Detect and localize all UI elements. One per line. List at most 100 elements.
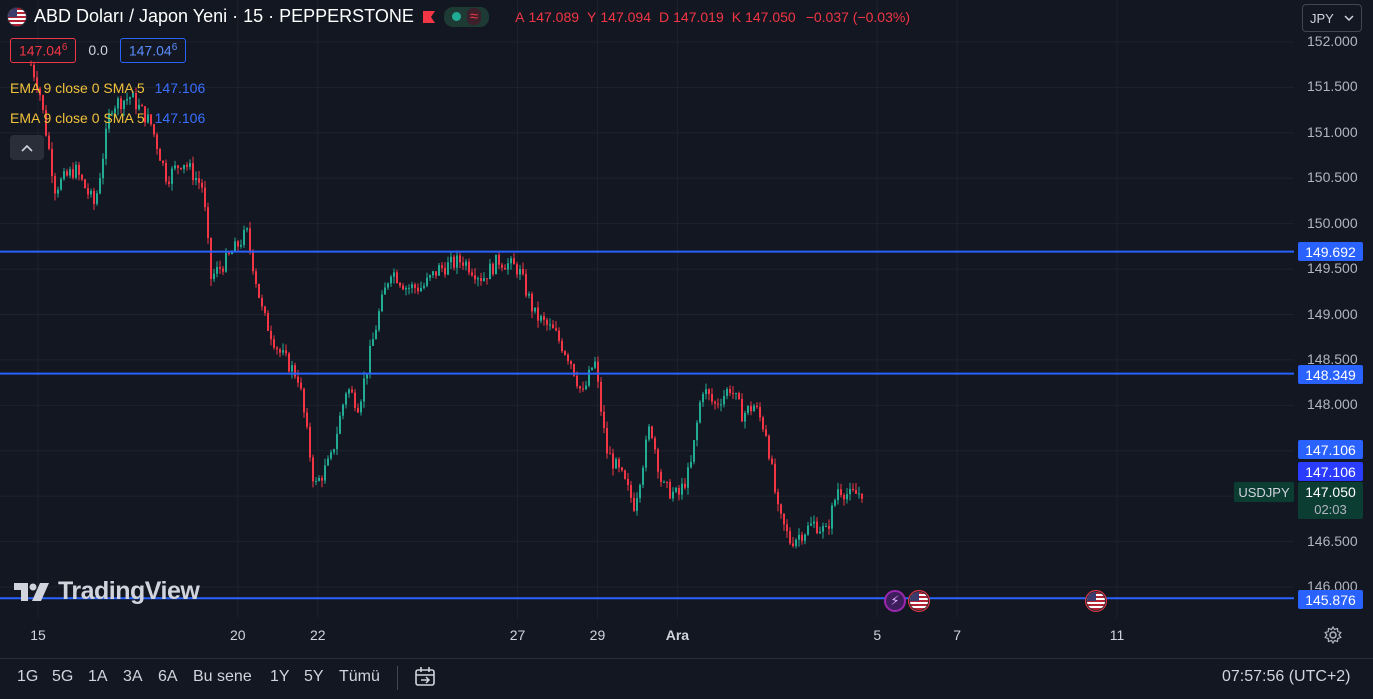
ema-price-tag: 147.106 [1298,440,1363,459]
candle-body [654,438,657,450]
wave-icon: ≈ [466,8,482,25]
candle-body [189,163,192,167]
candle-body [159,148,162,161]
us-flag-event-icon[interactable] [908,590,930,612]
candle-body [774,463,777,493]
candle-body [321,478,324,481]
collapse-legend-button[interactable] [10,135,44,160]
tradingview-logo[interactable]: TradingView [14,577,200,606]
indicator-legend-1[interactable]: EMA 9 close 0 SMA 5 147.106 [10,80,205,96]
range-button[interactable]: 6A [158,668,178,685]
candle-body [219,267,222,269]
sell-button[interactable]: 147.046 [10,38,77,63]
close-label: K [731,8,742,25]
calendar-range-icon[interactable] [412,664,438,690]
candle-body [162,160,165,164]
candle-body [507,263,510,270]
candle-body [543,316,546,320]
candle-body [99,178,102,194]
lightning-event-icon[interactable]: ⚡ [884,590,906,612]
toolbar-divider [397,666,398,690]
candle-body [828,526,831,529]
candle-body [468,261,471,273]
candle-body [522,268,525,275]
price-tick-label: 150.000 [1307,214,1358,231]
candle-body [135,92,138,110]
candle-body [270,330,273,340]
range-button[interactable]: 3A [123,668,143,685]
time-tick-label: 15 [30,627,46,643]
candle-body [705,389,708,394]
candle-body [258,283,261,298]
range-button[interactable]: 1A [88,668,108,685]
candle-body [501,264,504,268]
candle-body [546,319,549,325]
candle-body [513,258,516,265]
candle-body [198,178,201,183]
candle-body [393,272,396,277]
candle-body [279,349,282,353]
candle-body [168,181,171,184]
candle-body [438,265,441,276]
close-value: 147.050 [745,8,796,25]
range-button[interactable]: 1G [17,668,39,685]
candle-body [495,254,498,275]
range-button[interactable]: 5G [52,668,74,685]
candle-body [126,98,129,101]
horizontal-lines-group[interactable] [0,250,1294,600]
low-label: D [659,8,670,25]
candle-body [693,440,696,462]
hline-price-tag[interactable]: 149.692 [1298,242,1363,261]
market-status-pill[interactable]: ≈ [443,6,490,27]
candle-body [447,262,450,275]
candle-body [678,487,681,495]
candle-body [645,439,648,468]
range-button[interactable]: Bu sene [193,668,252,685]
candle-body [423,285,426,288]
hline-price-tag[interactable]: 148.349 [1298,365,1363,384]
candle-body [756,405,759,408]
candle-body [396,272,399,283]
candle-body [315,480,318,482]
us-flag-event-icon[interactable] [1085,590,1107,612]
candle-body [570,361,573,365]
clock[interactable]: 07:57:56 (UTC+2) [1222,668,1351,685]
candle-body [285,350,288,354]
candle-body [138,104,141,110]
range-button[interactable]: 5Y [304,668,324,685]
hline-price-tag[interactable]: 145.876 [1298,590,1363,609]
candle-body [96,193,99,204]
candle-body [324,465,327,481]
candle-body [696,422,699,441]
candle-body [471,272,474,276]
candle-body [792,543,795,547]
candle-body [240,245,243,247]
currency-select[interactable]: JPY [1302,4,1362,32]
candle-body [222,268,225,272]
candle-body [456,255,459,268]
candle-body [498,254,501,265]
range-button[interactable]: 1Y [270,668,290,685]
us-flag-icon [1087,592,1105,610]
gear-icon[interactable] [1322,624,1344,646]
candle-body [564,351,567,355]
candle-body [117,98,120,109]
candle-body [579,386,582,389]
indicator-legend-2[interactable]: EMA 9 close 0 SMA 5 147.106 [10,110,205,126]
chart-canvas[interactable] [0,0,1373,658]
candle-body [846,494,849,500]
candle-body [858,493,861,495]
candle-body [801,534,804,541]
buy-button[interactable]: 147.046 [119,38,187,63]
candle-body [180,167,183,170]
candle-body [825,526,828,528]
candle-body [210,237,213,279]
ohlc-readout: A 147.089 Y 147.094 D 147.019 K 147.050 −0.0… [515,9,910,25]
candle-body [624,470,627,479]
candle-body [123,100,126,110]
candle-body [342,404,345,416]
candle-body [294,365,297,377]
flag-marker-icon[interactable] [422,10,436,24]
range-button[interactable]: Tümü [339,668,380,685]
symbol-title[interactable]: ABD Doları / Japon Yeni · 15 · PEPPERSTO… [34,6,414,26]
